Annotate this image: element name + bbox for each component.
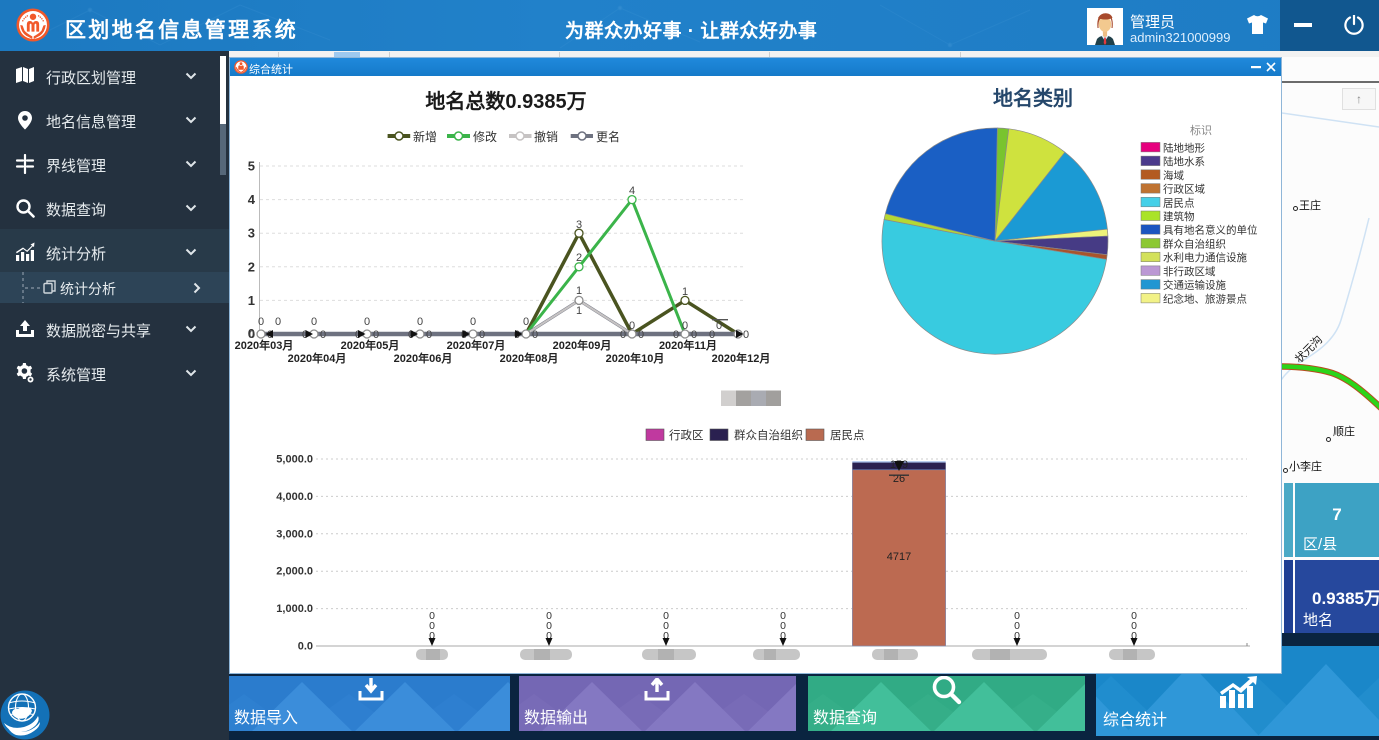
svg-text:1: 1 [248, 293, 255, 308]
svg-text:纪念地、旅游景点: 纪念地、旅游景点 [1163, 292, 1247, 305]
svg-text:0: 0 [1014, 610, 1020, 622]
svg-text:居民点: 居民点 [1163, 197, 1195, 209]
svg-text:0: 0 [417, 316, 423, 328]
svg-text:0: 0 [629, 320, 635, 332]
svg-text:行政区: 行政区 [669, 428, 704, 442]
svg-text:0: 0 [780, 630, 786, 642]
svg-text:0: 0 [1014, 630, 1020, 642]
svg-text:0: 0 [532, 329, 538, 341]
svg-text:修改: 修改 [473, 129, 497, 144]
svg-text:撤销: 撤销 [534, 129, 558, 144]
svg-text:0: 0 [275, 316, 281, 328]
svg-text:0: 0 [248, 326, 255, 341]
svg-text:2: 2 [248, 259, 255, 274]
svg-text:0: 0 [638, 329, 644, 341]
svg-text:群众自治组织: 群众自治组织 [734, 428, 803, 442]
svg-text:0: 0 [429, 620, 435, 632]
svg-text:4,000.0: 4,000.0 [276, 491, 313, 503]
svg-text:0: 0 [709, 329, 715, 341]
svg-text:0: 0 [1131, 610, 1137, 622]
svg-text:0: 0 [426, 329, 432, 341]
svg-text:新增: 新增 [413, 129, 437, 144]
svg-text:4: 4 [629, 185, 635, 197]
svg-text:1,000.0: 1,000.0 [276, 603, 313, 615]
svg-text:0: 0 [546, 610, 552, 622]
svg-text:行政区域: 行政区域 [1163, 183, 1205, 196]
svg-text:非行政区域: 非行政区域 [1163, 265, 1216, 278]
svg-text:3: 3 [248, 226, 255, 241]
svg-text:0: 0 [1131, 630, 1137, 642]
svg-text:0: 0 [1014, 620, 1020, 632]
svg-text:0.0: 0.0 [298, 641, 313, 653]
svg-text:0: 0 [663, 630, 669, 642]
svg-text:0: 0 [682, 320, 688, 332]
svg-text:0: 0 [780, 610, 786, 622]
svg-text:4: 4 [248, 192, 256, 207]
svg-text:0: 0 [1131, 620, 1137, 632]
svg-text:地名总数0.9385万: 地名总数0.9385万 [425, 89, 586, 113]
svg-text:0: 0 [743, 329, 749, 341]
svg-text:2020年03月: 2020年03月 [235, 338, 294, 352]
svg-text:0: 0 [780, 620, 786, 632]
svg-text:3: 3 [576, 219, 582, 231]
svg-text:更名: 更名 [596, 129, 620, 144]
svg-text:0: 0 [258, 316, 264, 328]
svg-text:2020年10月: 2020年10月 [606, 351, 665, 365]
svg-text:2020年12月: 2020年12月 [712, 351, 771, 365]
svg-text:1: 1 [682, 286, 688, 298]
svg-text:海域: 海域 [1163, 169, 1185, 182]
svg-text:0: 0 [691, 329, 697, 341]
svg-text:0: 0 [546, 630, 552, 642]
svg-text:0: 0 [523, 316, 529, 328]
svg-text:地名类别: 地名类别 [993, 86, 1073, 110]
svg-text:2020年04月: 2020年04月 [288, 351, 347, 365]
svg-text:5,000.0: 5,000.0 [276, 454, 313, 466]
svg-text:居民点: 居民点 [830, 429, 865, 442]
svg-text:2,000.0: 2,000.0 [276, 566, 313, 578]
svg-text:0: 0 [373, 329, 379, 341]
svg-text:0: 0 [320, 329, 326, 341]
svg-text:2: 2 [576, 252, 582, 264]
svg-text:0: 0 [546, 620, 552, 632]
svg-text:0: 0 [479, 329, 485, 341]
svg-text:0: 0 [716, 320, 722, 332]
svg-text:2020年06月: 2020年06月 [394, 351, 453, 365]
svg-text:0: 0 [302, 329, 308, 341]
svg-text:1: 1 [576, 285, 582, 297]
svg-text:水利电力通信设施: 水利电力通信设施 [1163, 251, 1247, 264]
svg-text:0: 0 [364, 316, 370, 328]
svg-text:2020年09月: 2020年09月 [553, 338, 612, 352]
svg-text:0: 0 [311, 316, 317, 328]
svg-text:2020年08月: 2020年08月 [500, 351, 559, 365]
svg-text:0: 0 [470, 316, 476, 328]
svg-text:0: 0 [429, 610, 435, 622]
svg-text:2020年05月: 2020年05月 [341, 338, 400, 352]
svg-text:0: 0 [620, 329, 626, 341]
svg-text:交通运输设施: 交通运输设施 [1163, 279, 1226, 292]
svg-text:26: 26 [893, 473, 905, 485]
svg-text:0: 0 [673, 329, 679, 341]
svg-text:群众自治组织: 群众自治组织 [1163, 238, 1226, 251]
svg-text:5: 5 [248, 159, 255, 174]
svg-text:4717: 4717 [887, 551, 911, 563]
svg-text:具有地名意义的单位: 具有地名意义的单位 [1163, 224, 1258, 237]
svg-text:标识: 标识 [1190, 123, 1212, 137]
svg-text:2020年11月: 2020年11月 [659, 338, 717, 352]
svg-text:0: 0 [429, 630, 435, 642]
svg-text:3,000.0: 3,000.0 [276, 528, 313, 540]
svg-text:0: 0 [663, 620, 669, 632]
svg-text:陆地水系: 陆地水系 [1163, 155, 1205, 168]
svg-text:0: 0 [249, 329, 255, 341]
svg-text:陆地地形: 陆地地形 [1163, 141, 1205, 154]
svg-text:建筑物: 建筑物 [1163, 210, 1195, 223]
svg-text:2020年07月: 2020年07月 [447, 338, 506, 352]
svg-text:0: 0 [663, 610, 669, 622]
svg-text:1: 1 [576, 305, 582, 317]
